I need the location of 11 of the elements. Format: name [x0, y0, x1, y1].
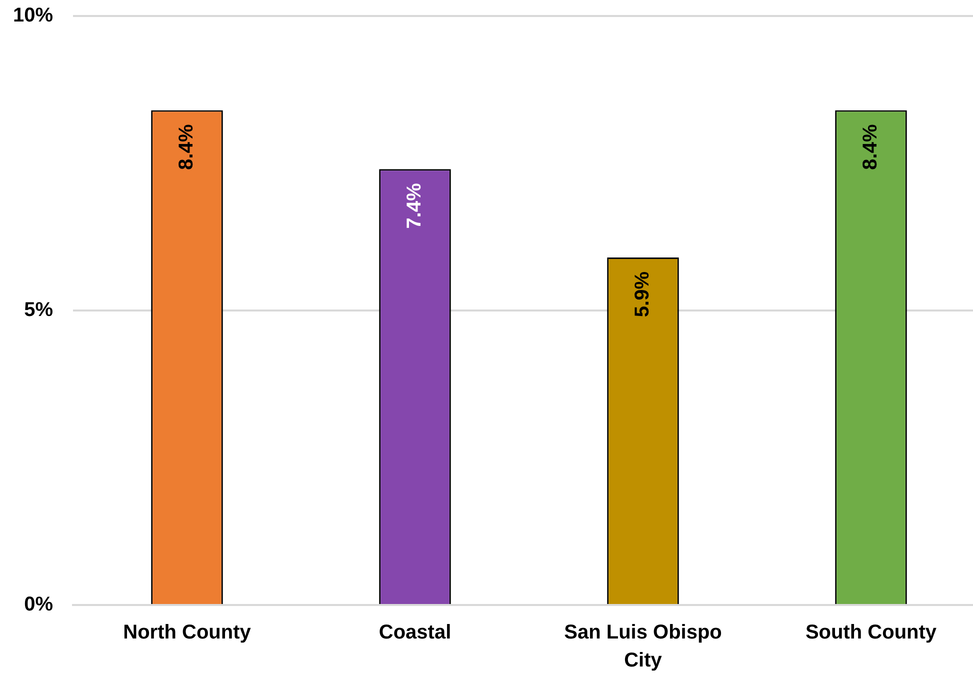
y-tick-label: 10%: [12, 4, 54, 27]
data-label: 7.4%: [404, 182, 426, 229]
data-label: 8.4%: [176, 124, 198, 170]
x-tick-label: North County: [123, 622, 252, 644]
x-tick-label: Coastal: [378, 622, 452, 644]
y-tick-label: 0%: [24, 594, 54, 616]
y-tick-label: 5%: [24, 299, 54, 322]
x-tick-label: San Luis Obispo City: [564, 622, 722, 672]
data-label: 5.9%: [632, 271, 654, 318]
x-tick-label: South County: [805, 622, 938, 644]
data-label: 8.4%: [860, 124, 882, 170]
